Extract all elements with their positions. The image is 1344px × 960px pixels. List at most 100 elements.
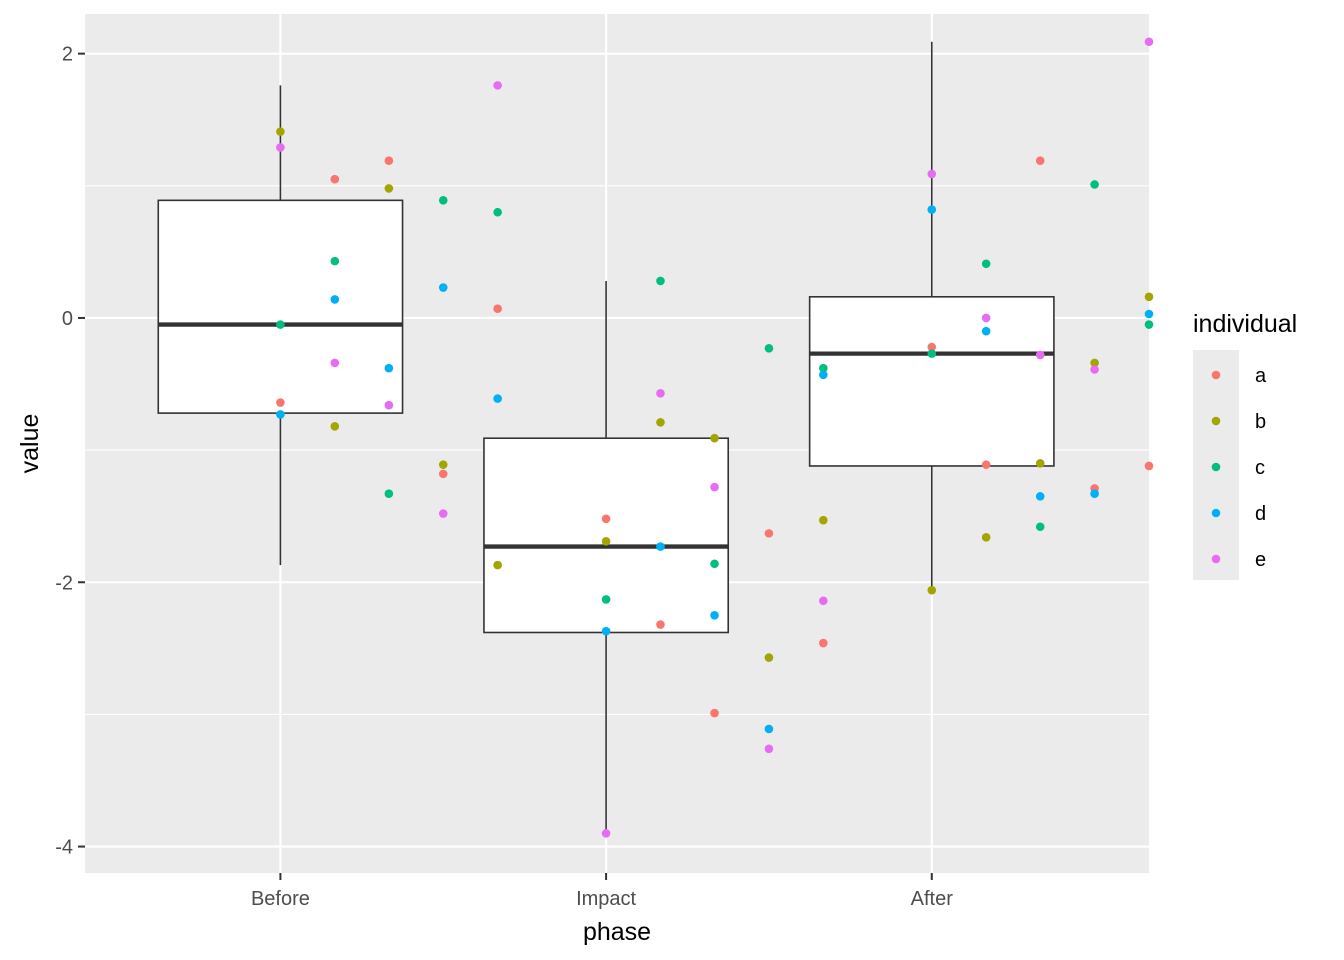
data-point-b xyxy=(981,533,991,542)
data-point-d xyxy=(601,626,611,636)
data-point-c xyxy=(1144,320,1154,329)
legend-title: individual xyxy=(1193,310,1297,338)
data-point-b xyxy=(764,653,774,662)
data-point-d xyxy=(1144,309,1154,319)
box-after xyxy=(808,41,1055,591)
data-point-d xyxy=(1090,489,1099,499)
x-axis-title: phase xyxy=(583,918,651,946)
data-point-a xyxy=(384,156,394,165)
data-point-b xyxy=(656,418,665,427)
legend-key-b xyxy=(1211,416,1221,426)
data-point-d xyxy=(330,295,340,304)
data-point-c xyxy=(1035,522,1045,532)
legend-key-a xyxy=(1211,370,1221,380)
data-point-e xyxy=(438,509,448,518)
data-point-c xyxy=(384,489,394,499)
data-point-d xyxy=(981,326,991,336)
data-point-d xyxy=(656,542,665,551)
data-point-b xyxy=(1144,292,1154,302)
x-tick-label: Impact xyxy=(576,888,636,910)
data-point-b xyxy=(601,536,611,546)
data-point-e xyxy=(1144,37,1154,47)
data-point-d xyxy=(384,363,394,373)
data-point-e xyxy=(330,358,340,368)
legend-key-e xyxy=(1211,554,1221,564)
data-point-d xyxy=(819,370,828,380)
data-point-a xyxy=(601,514,611,524)
data-point-e xyxy=(656,388,665,398)
data-point-e xyxy=(493,81,502,90)
data-point-a xyxy=(276,398,285,407)
data-point-c xyxy=(981,259,991,269)
y-tick-label: -4 xyxy=(55,837,73,859)
data-point-c xyxy=(819,363,828,373)
data-point-b xyxy=(438,460,448,469)
data-point-e xyxy=(927,169,937,179)
legend-label-e: e xyxy=(1255,549,1266,571)
legend-label-d: d xyxy=(1255,503,1266,525)
data-point-a xyxy=(330,174,340,184)
axes-layer: 2 0 -2 -4 Before Impact After xyxy=(55,44,953,910)
data-point-d xyxy=(764,724,774,734)
data-point-d xyxy=(1035,492,1045,501)
legend-key-c xyxy=(1211,462,1221,472)
data-point-e xyxy=(819,596,828,606)
data-point-a xyxy=(1144,461,1154,471)
legend-label-c: c xyxy=(1255,457,1265,479)
box-body xyxy=(808,296,1055,467)
data-point-a xyxy=(981,460,991,469)
data-point-b xyxy=(1090,358,1099,368)
box-before xyxy=(157,85,404,566)
legend-key-d xyxy=(1211,508,1221,518)
data-point-e xyxy=(1035,350,1045,360)
data-point-b xyxy=(819,515,828,525)
data-point-c xyxy=(330,256,340,266)
data-point-e xyxy=(1090,365,1099,374)
y-tick-label: 0 xyxy=(62,308,73,330)
data-point-b xyxy=(330,422,340,431)
box-body xyxy=(157,199,404,414)
legend-label-a: a xyxy=(1255,365,1267,387)
data-point-d xyxy=(493,394,502,403)
data-point-a xyxy=(438,469,448,479)
data-point-b xyxy=(710,433,719,443)
data-point-b xyxy=(1035,459,1045,468)
data-point-c xyxy=(601,595,611,604)
legend: individual a b c d e xyxy=(1193,310,1297,580)
data-point-c xyxy=(656,276,665,286)
data-point-a xyxy=(1035,156,1045,165)
data-point-a xyxy=(927,342,937,352)
y-tick-label: 2 xyxy=(62,44,73,66)
data-point-d xyxy=(438,283,448,292)
data-point-e xyxy=(764,744,774,754)
data-point-c xyxy=(493,207,502,217)
x-tick-label: After xyxy=(911,888,954,910)
data-point-b xyxy=(927,585,937,595)
data-point-a xyxy=(710,708,719,718)
boxes-layer xyxy=(157,41,1055,834)
points-layer xyxy=(276,37,1154,838)
y-tick-label: -2 xyxy=(55,572,73,594)
data-point-a xyxy=(493,304,502,314)
x-tick-label: Before xyxy=(251,888,310,910)
legend-items: a b c d e xyxy=(1211,365,1267,571)
data-point-b xyxy=(276,127,285,136)
data-point-e xyxy=(384,400,394,410)
data-point-d xyxy=(276,410,285,419)
data-point-c xyxy=(438,196,448,205)
data-point-e xyxy=(601,829,611,838)
data-point-e xyxy=(276,143,285,152)
data-point-c xyxy=(764,344,774,353)
data-point-b xyxy=(384,184,394,193)
y-axis-title: value xyxy=(16,414,44,474)
data-point-d xyxy=(927,205,937,214)
data-point-a xyxy=(819,638,828,648)
legend-label-b: b xyxy=(1255,411,1266,433)
data-point-c xyxy=(1090,180,1099,189)
data-point-e xyxy=(710,482,719,492)
data-point-a xyxy=(656,620,665,629)
data-point-c xyxy=(927,349,937,358)
data-point-e xyxy=(981,313,991,323)
data-point-d xyxy=(710,611,719,620)
